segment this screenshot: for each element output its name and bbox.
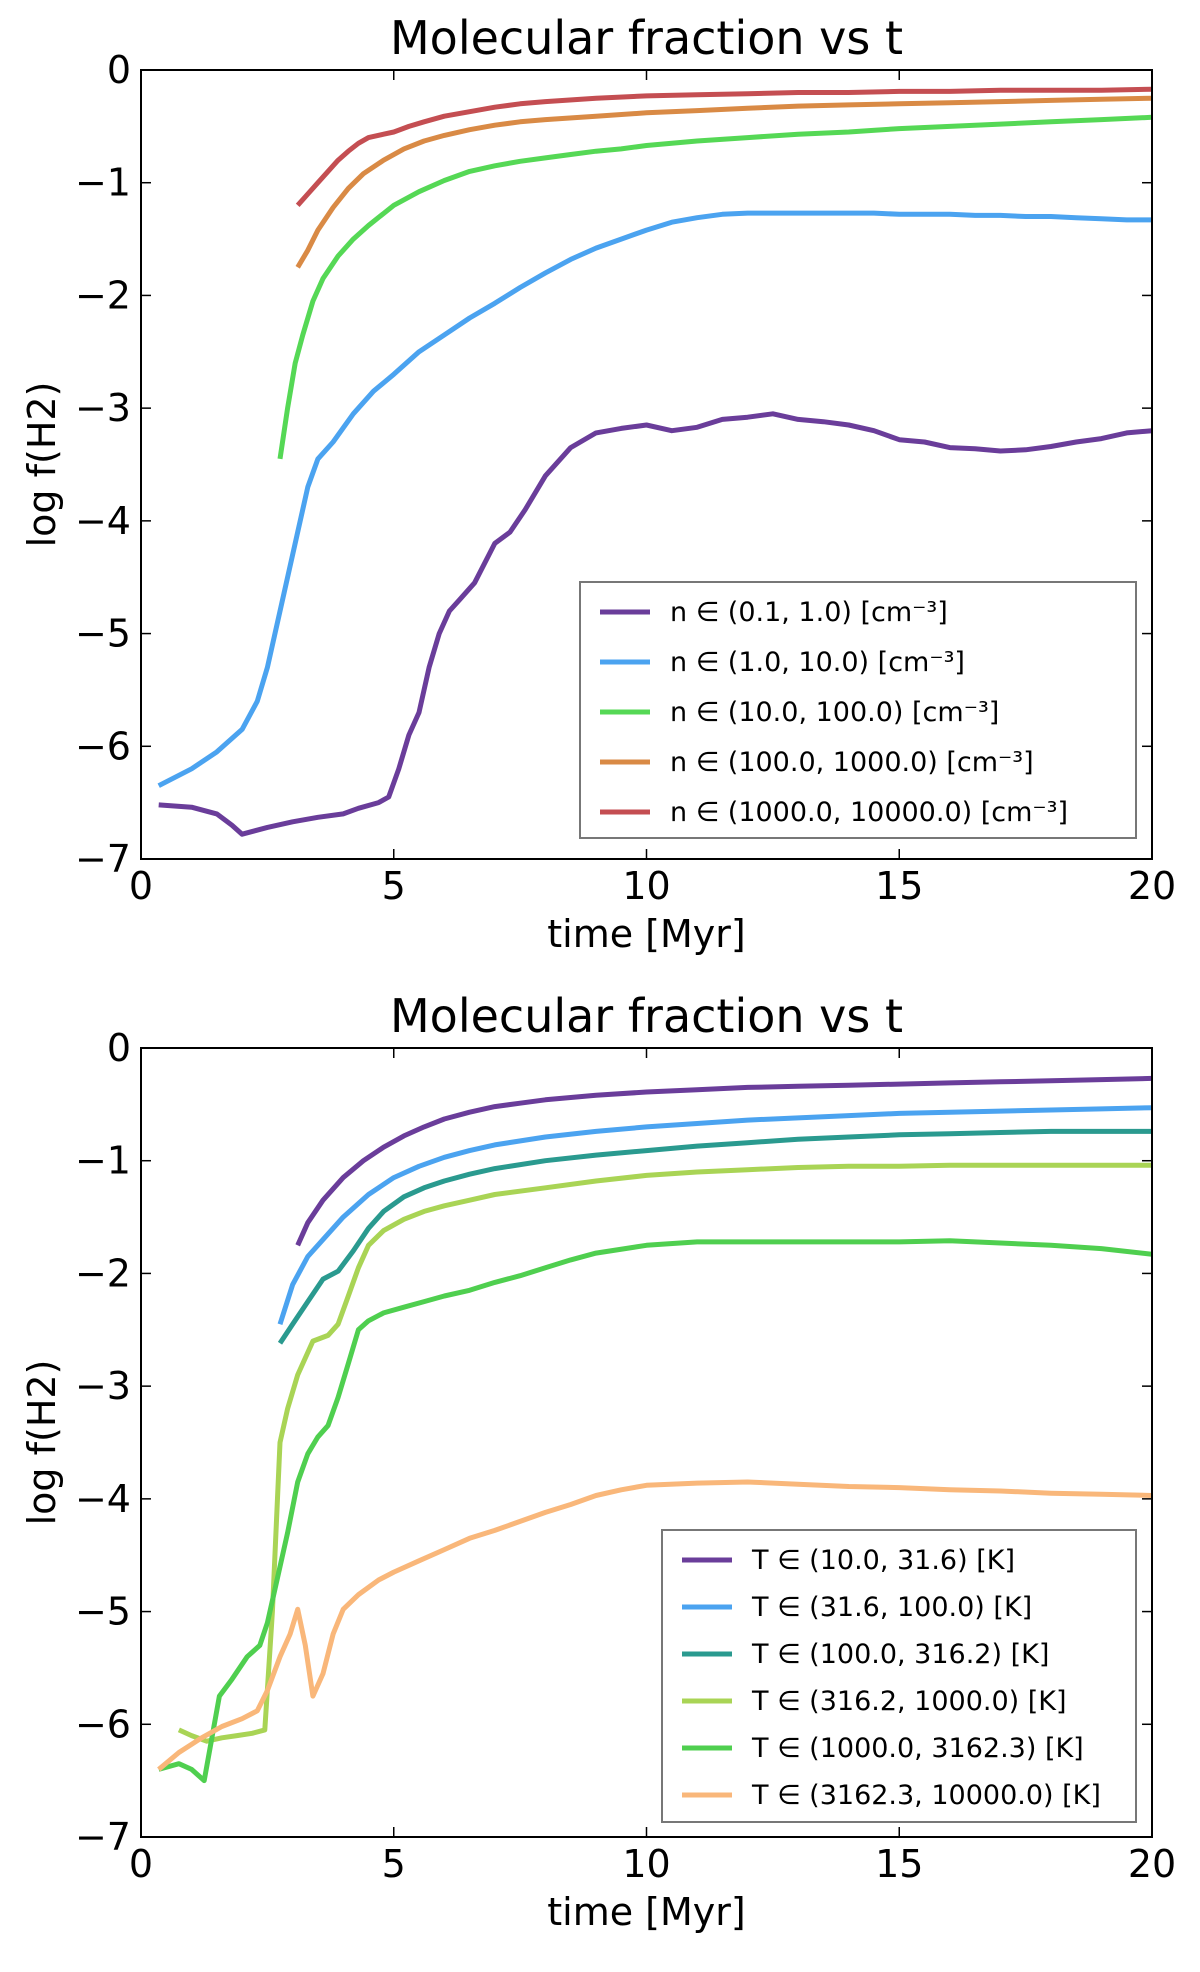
- y-tick-label: −7: [75, 1815, 131, 1859]
- y-tick-label: −4: [75, 499, 131, 543]
- legend-label-5: n ∈ (1000.0, 10000.0) [cm⁻³]: [670, 797, 1068, 828]
- chart-title: Molecular fraction vs t: [390, 989, 903, 1043]
- y-tick-label: −7: [75, 837, 131, 881]
- y-tick-label: −5: [75, 612, 131, 656]
- y-tick-label: −2: [75, 1251, 131, 1295]
- series-line-1: [158, 411, 1152, 837]
- series-line-2: [157, 210, 1152, 788]
- series-line-2: [277, 1105, 1152, 1325]
- x-tick-label: 0: [129, 1842, 153, 1886]
- x-axis-label: time [Myr]: [547, 912, 745, 956]
- y-tick-label: −5: [75, 1590, 131, 1634]
- y-tick-label: −1: [75, 1139, 131, 1183]
- series-line-5: [158, 1238, 1152, 1784]
- x-tick-label: 10: [622, 864, 670, 908]
- y-tick-label: −6: [75, 724, 131, 768]
- legend-label-1: T ∈ (10.0, 31.6) [K]: [751, 1545, 1015, 1576]
- chart-panel-1: Molecular fraction vs t 0 5 10 15 20 0 −1 −2 −3 −4…: [20, 11, 1176, 956]
- legend-label-3: T ∈ (100.0, 316.2) [K]: [751, 1639, 1049, 1670]
- y-tick-label: −1: [75, 161, 131, 205]
- legend: T ∈ (10.0, 31.6) [K] T ∈ (31.6, 100.0) [K…: [661, 1529, 1137, 1823]
- series-line-4: [295, 95, 1152, 269]
- legend-label-6: T ∈ (3162.3, 10000.0) [K]: [751, 1780, 1101, 1811]
- x-tick-label: 10: [622, 1842, 670, 1886]
- legend-label-3: n ∈ (10.0, 100.0) [cm⁻³]: [670, 697, 999, 728]
- series-line-4: [177, 1162, 1152, 1744]
- x-axis-label: time [Myr]: [547, 1890, 745, 1934]
- chart-title: Molecular fraction vs t: [390, 11, 903, 65]
- series-line-1: [295, 1075, 1152, 1247]
- series-line-6: [157, 1479, 1152, 1772]
- y-axis-label: log f(H2): [20, 382, 64, 548]
- legend-box: [661, 1529, 1137, 1823]
- x-tick-label: 0: [129, 864, 153, 908]
- y-tick-label: −4: [75, 1477, 131, 1521]
- y-tick-label: −3: [75, 386, 131, 430]
- y-tick-label: −2: [75, 273, 131, 317]
- series-line-5: [295, 86, 1152, 207]
- legend-label-2: T ∈ (31.6, 100.0) [K]: [751, 1592, 1032, 1623]
- legend: n ∈ (0.1, 1.0) [cm⁻³] n ∈ (1.0, 10.0) [cm…: [579, 581, 1137, 839]
- legend-label-5: T ∈ (1000.0, 3162.3) [K]: [751, 1733, 1084, 1764]
- x-tick-label: 15: [875, 1842, 923, 1886]
- legend-label-4: n ∈ (100.0, 1000.0) [cm⁻³]: [670, 747, 1034, 778]
- series-line-3: [277, 114, 1152, 460]
- legend-label-1: n ∈ (0.1, 1.0) [cm⁻³]: [670, 597, 948, 628]
- x-tick-label: 5: [382, 864, 406, 908]
- y-tick-label: −3: [75, 1364, 131, 1408]
- legend-label-2: n ∈ (1.0, 10.0) [cm⁻³]: [670, 647, 965, 678]
- legend-label-4: T ∈ (316.2, 1000.0) [K]: [751, 1686, 1067, 1717]
- x-tick-label: 20: [1128, 864, 1176, 908]
- x-tick-label: 20: [1128, 1842, 1176, 1886]
- y-tick-label: 0: [107, 48, 131, 92]
- y-axis-label: log f(H2): [20, 1360, 64, 1526]
- y-tick-label: −6: [75, 1702, 131, 1746]
- y-tick-label: 0: [107, 1026, 131, 1070]
- x-tick-label: 15: [875, 864, 923, 908]
- legend-box: [579, 581, 1137, 839]
- series-group: [157, 1075, 1152, 1784]
- series-group: [157, 86, 1152, 837]
- series-line-3: [277, 1128, 1152, 1345]
- x-tick-label: 5: [382, 1842, 406, 1886]
- chart-panel-2: Molecular fraction vs t 0 5 10 15 20 0 −1 −2 −3 −4…: [20, 989, 1176, 1934]
